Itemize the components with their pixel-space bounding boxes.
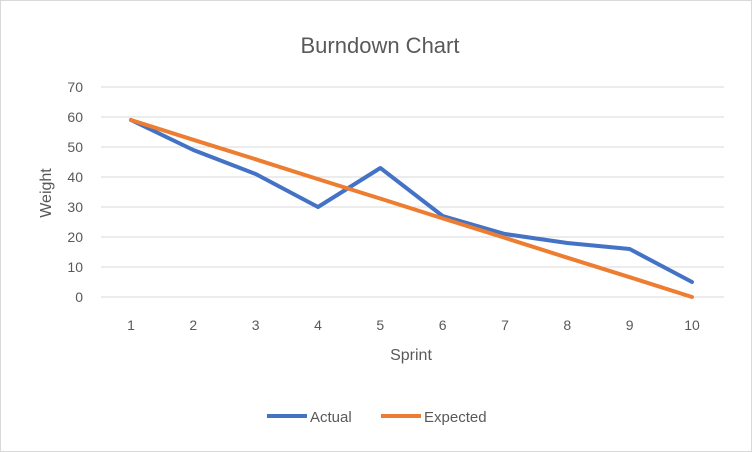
legend: Actual Expected — [267, 409, 487, 426]
x-tick-label: 9 — [626, 317, 634, 333]
y-tick-label: 10 — [67, 259, 83, 275]
x-axis-label: Sprint — [390, 347, 432, 364]
y-tick-label: 20 — [67, 229, 83, 245]
legend-label: Expected — [424, 409, 487, 426]
x-tick-labels: 1 2 3 4 5 6 7 8 9 10 — [127, 317, 700, 333]
y-tick-label: 50 — [67, 139, 83, 155]
x-tick-label: 7 — [501, 317, 509, 333]
x-tick-label: 2 — [189, 317, 197, 333]
y-tick-label: 40 — [67, 169, 83, 185]
series-line-actual — [129, 118, 694, 284]
grid-lines — [101, 86, 724, 298]
x-tick-label: 5 — [376, 317, 384, 333]
x-tick-label: 1 — [127, 317, 135, 333]
legend-label: Actual — [310, 409, 352, 426]
series-lines — [129, 118, 694, 299]
y-axis-label: Weight — [38, 168, 55, 218]
series-line-expected — [129, 118, 694, 299]
y-tick-label: 30 — [67, 199, 83, 215]
y-tick-labels: 0 10 20 30 40 50 60 70 — [67, 79, 83, 305]
y-tick-label: 60 — [67, 109, 83, 125]
x-tick-label: 6 — [439, 317, 447, 333]
x-tick-label: 4 — [314, 317, 322, 333]
legend-item-expected: Expected — [381, 409, 487, 426]
legend-item-actual: Actual — [267, 409, 352, 426]
y-tick-label: 0 — [75, 289, 83, 305]
x-tick-label: 8 — [563, 317, 571, 333]
chart-title: Burndown Chart — [301, 33, 460, 58]
y-tick-label: 70 — [67, 79, 83, 95]
x-tick-label: 3 — [252, 317, 260, 333]
x-tick-label: 10 — [684, 317, 700, 333]
